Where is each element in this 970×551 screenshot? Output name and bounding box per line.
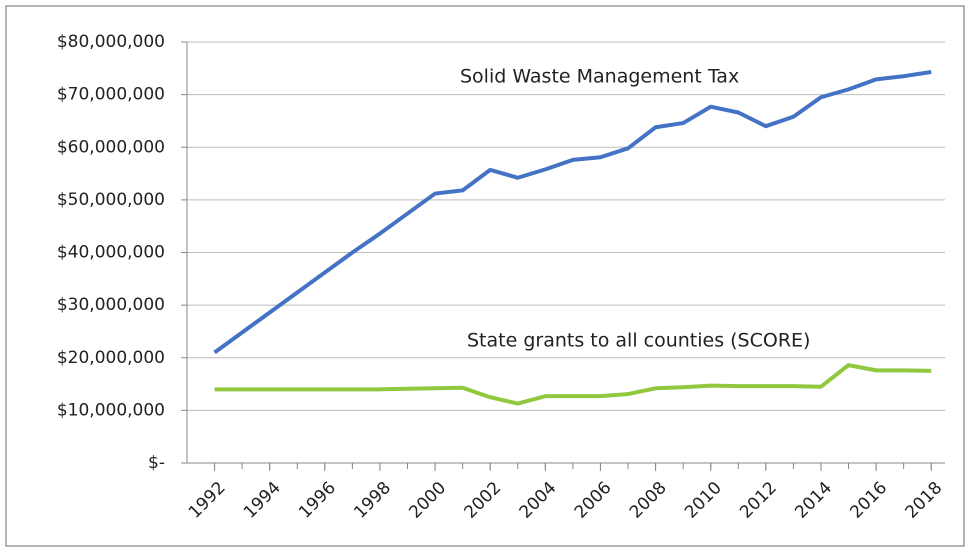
series-label: State grants to all counties (SCORE) [467,330,810,352]
y-tick-label: $30,000,000 [57,295,165,315]
series-line [213,70,932,355]
y-tick-label: $80,000,000 [57,32,165,52]
y-tick-label: $60,000,000 [57,137,165,157]
y-tick-label: $40,000,000 [57,243,165,263]
y-tick-label: $70,000,000 [57,85,165,105]
series-line [214,363,932,406]
y-tick-label: $10,000,000 [57,400,165,420]
chart-frame [5,5,965,547]
y-tick-label: $- [148,453,165,473]
y-tick-label: $20,000,000 [57,348,165,368]
series-label: Solid Waste Management Tax [460,66,739,88]
y-tick-label: $50,000,000 [57,190,165,210]
